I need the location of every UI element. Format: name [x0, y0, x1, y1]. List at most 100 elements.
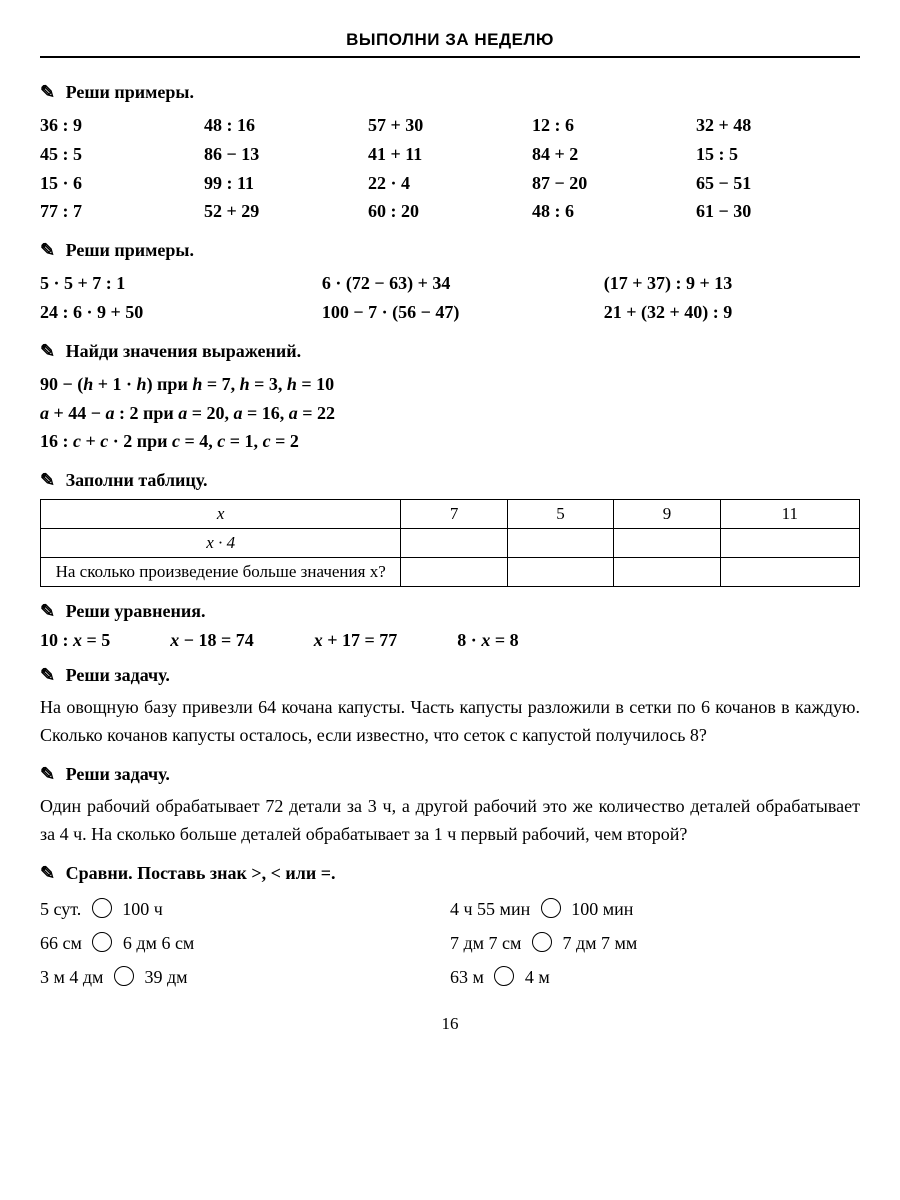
compare-left: 5 сут. [40, 899, 81, 919]
fill-table: x 7 5 9 11 x · 4 На сколько произведение… [40, 499, 860, 587]
table-cell[interactable] [507, 558, 613, 587]
pencil-icon: ✎ [40, 341, 55, 362]
compare-input-circle[interactable] [92, 932, 112, 952]
cell: 61 − 30 [696, 197, 860, 226]
section-title-text: Реши задачу. [66, 665, 170, 685]
equation: 8 · x = 8 [457, 630, 518, 651]
expr-line: a + 44 − a : 2 при a = 20, a = 16, a = 2… [40, 399, 860, 428]
compare-item: 63 м 4 м [450, 960, 860, 994]
section-equations: ✎ Реши уравнения. 10 : x = 5 x − 18 = 74… [40, 601, 860, 651]
compare-left: 3 м 4 дм [40, 967, 103, 987]
compare-input-circle[interactable] [494, 966, 514, 986]
compare-input-circle[interactable] [92, 898, 112, 918]
section-title-text: Реши уравнения. [66, 601, 206, 621]
table-row-label: На сколько произведение больше значения … [41, 558, 401, 587]
pencil-icon: ✎ [40, 601, 55, 622]
cell: 5 · 5 + 7 : 1 [40, 269, 322, 298]
equation: x − 18 = 74 [170, 630, 254, 651]
problem-text: Один рабочий обрабатывает 72 детали за 3… [40, 793, 860, 849]
pencil-icon: ✎ [40, 764, 55, 785]
compare-right: 7 дм 7 мм [562, 933, 637, 953]
examples-grid-2: 5 · 5 + 7 : 1 6 · (72 − 63) + 34 (17 + 3… [40, 269, 860, 327]
section-expressions: ✎ Найди значения выражений. 90 − (h + 1 … [40, 341, 860, 456]
table-cell: 11 [720, 500, 859, 529]
compare-right: 100 мин [571, 899, 633, 919]
pencil-icon: ✎ [40, 82, 55, 103]
cell: 21 + (32 + 40) : 9 [604, 298, 860, 327]
section-examples-2: ✎ Реши примеры. 5 · 5 + 7 : 1 6 · (72 − … [40, 240, 860, 327]
compare-item: 3 м 4 дм 39 дм [40, 960, 450, 994]
compare-left: 4 ч 55 мин [450, 899, 530, 919]
cell: 48 : 16 [204, 111, 368, 140]
examples-grid-1: 36 : 9 48 : 16 57 + 30 12 : 6 32 + 48 45… [40, 111, 860, 226]
pencil-icon: ✎ [40, 240, 55, 261]
table-cell: 9 [614, 500, 720, 529]
cell: 32 + 48 [696, 111, 860, 140]
compare-left: 7 дм 7 см [450, 933, 521, 953]
section-problem-2: ✎ Реши задачу. Один рабочий обрабатывает… [40, 764, 860, 849]
compare-item: 7 дм 7 см 7 дм 7 мм [450, 926, 860, 960]
table-cell[interactable] [720, 558, 859, 587]
section-table: ✎ Заполни таблицу. x 7 5 9 11 x · 4 На с… [40, 470, 860, 587]
equation: x + 17 = 77 [314, 630, 398, 651]
cell: 6 · (72 − 63) + 34 [322, 269, 604, 298]
compare-item: 5 сут. 100 ч [40, 892, 450, 926]
cell: 60 : 20 [368, 197, 532, 226]
page-title: ВЫПОЛНИ ЗА НЕДЕЛЮ [40, 30, 860, 58]
expr-line: 90 − (h + 1 · h) при h = 7, h = 3, h = 1… [40, 370, 860, 399]
cell: 24 : 6 · 9 + 50 [40, 298, 322, 327]
compare-input-circle[interactable] [532, 932, 552, 952]
section-title-text: Реши примеры. [66, 240, 194, 260]
table-cell[interactable] [401, 529, 507, 558]
section-title-text: Реши примеры. [66, 82, 194, 102]
cell: 52 + 29 [204, 197, 368, 226]
compare-right: 39 дм [144, 967, 187, 987]
table-row-label: x · 4 [41, 529, 401, 558]
table-header-x: x [41, 500, 401, 529]
section-examples-1: ✎ Реши примеры. 36 : 9 48 : 16 57 + 30 1… [40, 82, 860, 226]
compare-input-circle[interactable] [541, 898, 561, 918]
table-cell: 5 [507, 500, 613, 529]
pencil-icon: ✎ [40, 863, 55, 884]
cell: 12 : 6 [532, 111, 696, 140]
cell: 45 : 5 [40, 140, 204, 169]
page-number: 16 [40, 1014, 860, 1034]
section-compare: ✎ Сравни. Поставь знак >, < или =. 5 сут… [40, 863, 860, 995]
pencil-icon: ✎ [40, 665, 55, 686]
compare-right: 4 м [525, 967, 550, 987]
cell: 41 + 11 [368, 140, 532, 169]
cell: 57 + 30 [368, 111, 532, 140]
cell: 84 + 2 [532, 140, 696, 169]
section-title-text: Сравни. Поставь знак >, < или =. [66, 863, 336, 883]
compare-right: 100 ч [122, 899, 163, 919]
compare-right: 6 дм 6 см [123, 933, 194, 953]
cell: 15 : 5 [696, 140, 860, 169]
equation: 10 : x = 5 [40, 630, 110, 651]
problem-text: На овощную базу привезли 64 кочана капус… [40, 694, 860, 750]
section-title-text: Найди значения выражений. [66, 341, 302, 361]
cell: 87 − 20 [532, 169, 696, 198]
pencil-icon: ✎ [40, 470, 55, 491]
cell: 100 − 7 · (56 − 47) [322, 298, 604, 327]
cell: 15 · 6 [40, 169, 204, 198]
cell: 99 : 11 [204, 169, 368, 198]
cell: 65 − 51 [696, 169, 860, 198]
table-cell[interactable] [720, 529, 859, 558]
section-problem-1: ✎ Реши задачу. На овощную базу привезли … [40, 665, 860, 750]
table-cell[interactable] [507, 529, 613, 558]
compare-input-circle[interactable] [114, 966, 134, 986]
compare-item: 4 ч 55 мин 100 мин [450, 892, 860, 926]
section-title-text: Реши задачу. [66, 764, 170, 784]
table-cell[interactable] [614, 558, 720, 587]
cell: 77 : 7 [40, 197, 204, 226]
cell: 36 : 9 [40, 111, 204, 140]
expr-line: 16 : c + c · 2 при c = 4, c = 1, c = 2 [40, 427, 860, 456]
section-title-text: Заполни таблицу. [66, 470, 208, 490]
compare-left: 63 м [450, 967, 484, 987]
cell: 86 − 13 [204, 140, 368, 169]
table-cell[interactable] [614, 529, 720, 558]
table-cell[interactable] [401, 558, 507, 587]
compare-left: 66 см [40, 933, 82, 953]
cell: 48 : 6 [532, 197, 696, 226]
cell: (17 + 37) : 9 + 13 [604, 269, 860, 298]
